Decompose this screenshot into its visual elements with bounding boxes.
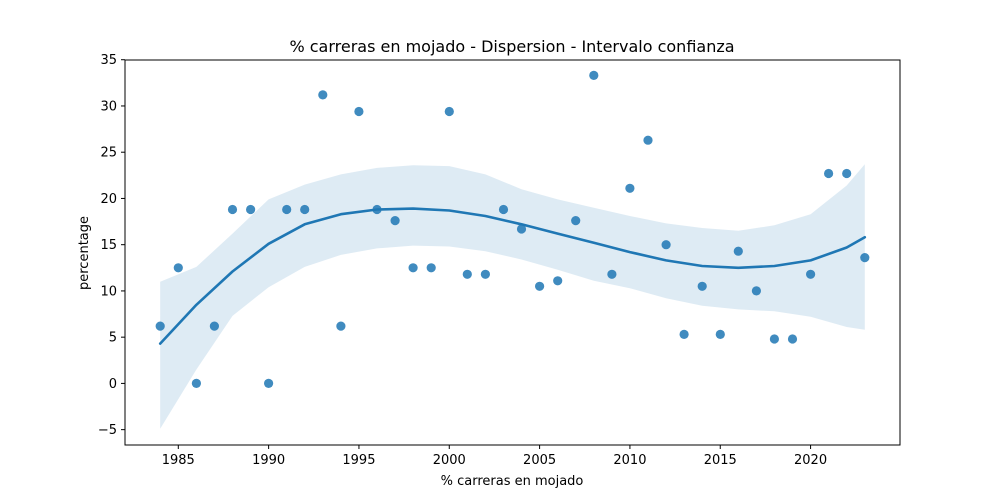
data-point — [191, 378, 201, 388]
data-points-layer — [155, 70, 870, 388]
data-point — [589, 70, 599, 80]
confidence-interval-band — [160, 164, 865, 429]
y-tick-label: 30 — [100, 99, 117, 114]
x-axis-ticks: 1985 1990 1995 2000 2005 2010 2015 2020 — [162, 445, 827, 468]
data-point — [787, 334, 798, 344]
x-tick-label: 2020 — [794, 453, 827, 468]
data-point — [860, 253, 870, 263]
data-point — [679, 329, 689, 339]
data-point — [535, 281, 545, 291]
y-axis-label: percentage — [77, 216, 92, 290]
data-point — [842, 168, 852, 179]
data-point — [336, 321, 346, 331]
y-tick-label: 5 — [109, 331, 117, 346]
y-tick-label: 35 — [100, 53, 117, 68]
x-tick-label: 1985 — [162, 453, 195, 468]
x-tick-label: 2000 — [433, 453, 466, 468]
y-tick-label: 25 — [100, 146, 117, 161]
data-point — [516, 224, 527, 234]
plot-area-frame — [124, 59, 901, 446]
y-tick-label: 15 — [100, 238, 117, 253]
data-point — [462, 269, 472, 279]
data-point — [769, 334, 780, 344]
y-axis-ticks: −5 0 5 10 15 20 25 30 35 — [98, 53, 125, 438]
data-point — [824, 168, 834, 179]
data-point — [209, 321, 219, 331]
data-point — [408, 263, 418, 273]
data-point — [571, 216, 581, 226]
y-tick-label: 20 — [100, 192, 117, 207]
data-point — [426, 263, 436, 273]
x-tick-label: 2005 — [523, 453, 556, 468]
x-tick-label: 2015 — [704, 453, 737, 468]
data-point — [697, 281, 707, 291]
data-point — [354, 106, 364, 117]
data-point — [498, 204, 509, 215]
data-point — [661, 240, 671, 250]
data-point — [715, 329, 725, 339]
x-tick-label: 1990 — [252, 453, 285, 468]
data-point — [553, 276, 563, 286]
data-point — [390, 216, 400, 226]
data-point — [806, 269, 816, 279]
data-point — [300, 204, 310, 215]
x-axis-label: % carreras en mojado — [441, 474, 584, 489]
confidence-band-layer — [160, 164, 865, 429]
data-point — [733, 246, 743, 256]
data-point — [444, 106, 454, 117]
data-point — [372, 204, 382, 215]
data-point — [173, 263, 183, 273]
data-point — [625, 183, 635, 193]
y-tick-label: −5 — [98, 423, 117, 438]
data-point — [155, 321, 165, 331]
data-point — [643, 135, 653, 145]
data-point — [480, 269, 490, 279]
x-tick-label: 1995 — [342, 453, 375, 468]
data-point — [246, 204, 256, 215]
data-point — [264, 378, 274, 388]
data-point — [607, 269, 617, 279]
regression-line — [158, 207, 867, 345]
y-tick-label: 0 — [109, 377, 117, 392]
data-point — [751, 286, 762, 296]
data-point — [227, 204, 238, 215]
data-point — [318, 90, 328, 100]
regression-line-layer — [158, 207, 867, 345]
chart-title: % carreras en mojado - Dispersion - Inte… — [289, 37, 734, 56]
data-point — [282, 204, 292, 215]
y-tick-label: 10 — [100, 284, 117, 299]
x-tick-label: 2010 — [613, 453, 646, 468]
